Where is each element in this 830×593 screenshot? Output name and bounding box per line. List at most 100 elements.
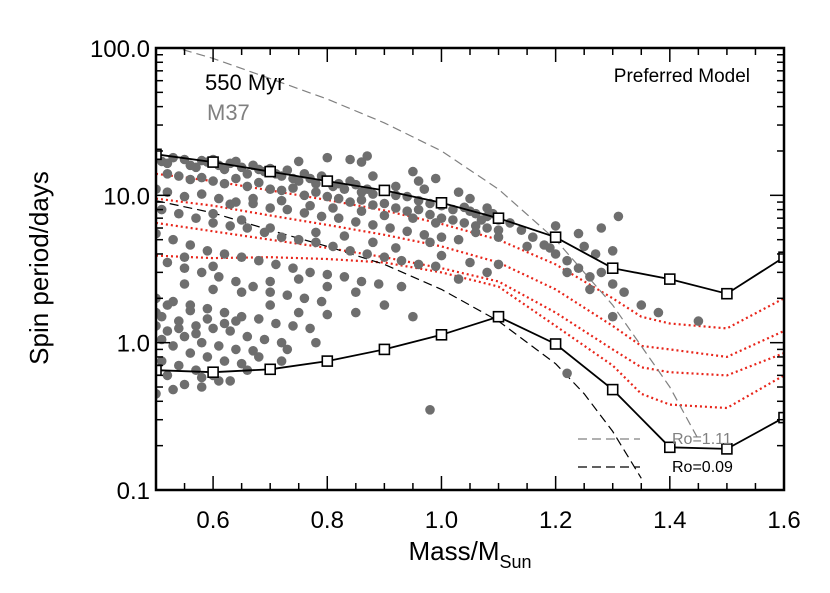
data-point [562, 267, 572, 278]
data-point [453, 187, 464, 197]
percentile-curve-5 [156, 254, 784, 410]
y-tick-label: 100.0 [90, 36, 150, 63]
data-point [590, 249, 601, 259]
data-point [322, 191, 333, 202]
legend-ro-low-label: Ro=0.09 [672, 459, 733, 476]
data-point [242, 169, 253, 179]
data-point [322, 309, 333, 320]
data-point [248, 281, 258, 292]
model-lower-line [156, 315, 784, 450]
data-point [316, 296, 327, 307]
model-upper-marker [492, 212, 505, 224]
data-point [276, 195, 287, 206]
data-point [225, 326, 235, 336]
data-point [328, 241, 338, 252]
data-point [385, 223, 395, 233]
data-point [168, 341, 178, 351]
data-point [276, 356, 287, 366]
data-point [185, 174, 196, 185]
data-point [413, 204, 424, 215]
data-point [236, 287, 247, 298]
data-point [368, 171, 378, 181]
model-lower-marker [435, 328, 448, 341]
data-point [379, 210, 390, 221]
data-point [236, 358, 247, 369]
ro-high-curve [174, 48, 699, 440]
data-point [185, 348, 196, 358]
legend-ro-high-label: Ro=1.11 [672, 431, 732, 448]
data-point [225, 221, 235, 231]
data-point [419, 184, 430, 194]
model-lower-marker [207, 366, 219, 379]
data-point [231, 344, 241, 355]
data-point [653, 307, 664, 318]
data-point [482, 203, 492, 213]
data-point [288, 263, 298, 274]
data-point [214, 193, 224, 204]
data-point [607, 279, 618, 289]
data-point [293, 274, 304, 284]
data-point [225, 376, 235, 386]
data-point [305, 323, 315, 334]
data-point [528, 232, 538, 242]
data-point [231, 276, 241, 287]
data-point [174, 316, 184, 326]
model-upper-marker [778, 251, 784, 263]
data-point [236, 252, 247, 262]
data-point [271, 318, 281, 329]
data-point [368, 237, 378, 248]
data-point [356, 206, 367, 216]
percentile-curve-3 [156, 197, 784, 359]
data-point [202, 246, 213, 256]
x-axis-title-subscript: Sun [499, 552, 531, 572]
data-point [425, 209, 435, 220]
data-point [356, 195, 367, 205]
data-point [191, 321, 201, 331]
data-point [276, 185, 287, 196]
x-tick-label: 1.2 [539, 507, 572, 534]
data-point [436, 232, 447, 242]
data-point [362, 249, 373, 259]
data-point [242, 181, 253, 192]
y-tick-label: 0.1 [117, 478, 150, 505]
data-point [276, 232, 287, 242]
data-point [351, 217, 361, 227]
data-point [607, 246, 618, 256]
data-point [293, 176, 304, 186]
data-point [185, 240, 196, 250]
data-point [265, 276, 276, 287]
data-point [265, 300, 276, 310]
model-upper-line [156, 153, 784, 295]
data-point [225, 199, 235, 209]
data-point [459, 218, 470, 228]
data-point [470, 227, 481, 238]
data-point [253, 177, 264, 188]
data-point [168, 152, 178, 163]
data-point [328, 203, 338, 213]
data-point [619, 287, 629, 298]
data-point [265, 184, 276, 194]
plot-area: 0.6 0.8 1.0 1.2 1.4 1.6 0.1 1.0 10.0 100.0 [90, 36, 801, 534]
data-point [191, 162, 201, 173]
data-point [430, 261, 441, 272]
data-point [356, 157, 367, 167]
chart-title: Preferred Model [614, 66, 750, 87]
data-point [208, 284, 218, 295]
data-point [430, 218, 441, 228]
data-point [562, 368, 572, 379]
data-point [465, 257, 475, 268]
data-point [162, 326, 173, 336]
data-point [271, 259, 281, 270]
data-point [345, 197, 355, 207]
data-point [493, 232, 504, 242]
data-point [493, 225, 504, 235]
data-point [208, 218, 218, 228]
data-point [156, 356, 167, 366]
data-point [379, 198, 390, 209]
data-point [368, 200, 378, 210]
data-point [379, 300, 390, 310]
x-tick-label: 0.6 [196, 507, 229, 534]
data-point [402, 226, 413, 237]
x-tick-label: 1.6 [767, 507, 800, 534]
data-point [453, 234, 464, 245]
